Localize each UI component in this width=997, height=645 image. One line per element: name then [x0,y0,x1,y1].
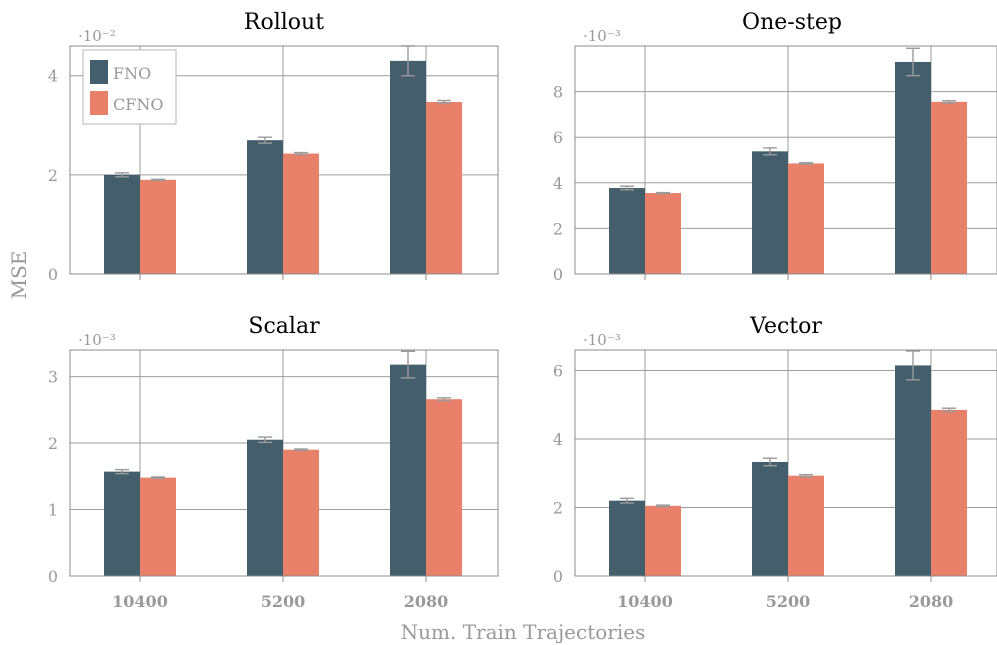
bar-cfno [788,475,824,576]
scale-label: ·10⁻³ [583,331,621,349]
error-bar [115,468,129,475]
y-axis-label: MSE [7,251,31,300]
bar-cfno [283,449,319,576]
bar-cfno [426,102,462,274]
x-tick-label: 2080 [404,592,449,611]
y-tick-label: 1 [48,501,58,520]
plot-frame [574,45,997,275]
error-bar [258,136,272,144]
plot-frame [69,349,499,577]
error-bar [763,147,777,156]
bar-cfno [426,399,462,576]
legend-label: CFNO [113,95,163,114]
plot-frame [574,349,997,577]
bar-fno [390,364,426,576]
error-bar [906,47,920,77]
chart-panels: 0 2 4 Rollout ·10⁻² FNO CFNO 0 2 4 6 8 One-step ·10⁻³… [48,10,997,611]
bar-cfno [931,101,967,274]
bar-fno [895,61,931,275]
bar-cfno [645,505,681,576]
x-tick-label: 2080 [909,592,954,611]
bar-cfno [283,153,319,274]
x-axis-label: Num. Train Trajectories [401,620,646,644]
x-tick-label: 10400 [617,592,673,611]
y-tick-label: 2 [48,166,58,185]
error-bar [763,457,777,467]
scale-label: ·10⁻³ [583,27,621,45]
bar-cfno [140,477,176,576]
chart-title: Rollout [244,10,324,35]
bar-fno [609,500,645,576]
y-tick-label: 0 [553,567,563,586]
error-bar [437,397,451,402]
error-bar [942,100,956,104]
y-tick-label: 6 [553,128,563,147]
chart-panel: 0 2 4 Rollout ·10⁻² FNO CFNO [48,10,499,284]
y-tick-label: 8 [553,83,563,102]
error-bar [620,185,634,191]
plot-frame [69,45,499,275]
y-tick-label: 0 [48,265,58,284]
bar-cfno [645,193,681,274]
error-bar [115,172,129,178]
bar-fno [895,365,931,576]
error-bar [906,350,920,381]
scale-label: ·10⁻² [78,27,116,45]
error-bar [620,497,634,504]
x-tick-label: 5200 [766,592,811,611]
error-bar [151,178,165,182]
y-tick-label: 3 [48,368,58,387]
chart-title: One-step [742,10,842,35]
bar-fno [609,188,645,274]
y-tick-label: 4 [48,67,58,86]
error-bar [151,476,165,479]
bar-fno [752,151,788,274]
legend-swatch-cfno [90,91,108,115]
chart-panel: 0 2 4 6 10400 5200 2080 Vector ·10⁻³ [553,314,997,611]
error-bar [799,473,813,478]
x-tick-label: 5200 [261,592,306,611]
bar-fno [247,140,283,274]
y-tick-label: 0 [553,265,563,284]
legend-label: FNO [113,64,151,83]
bar-fno [752,461,788,576]
y-tick-label: 4 [553,430,563,449]
error-bar [656,191,670,195]
bar-cfno [140,179,176,274]
error-bar [294,151,308,156]
legend-swatch-fno [90,60,108,84]
chart-panel: 0 1 2 3 10400 5200 2080 Scalar ·10⁻³ [48,314,499,611]
error-bar [437,99,451,105]
error-bar [401,350,415,379]
bar-fno [247,439,283,576]
bar-cfno [788,163,824,274]
error-bar [294,448,308,452]
x-tick-label: 10400 [112,592,168,611]
bar-cfno [931,409,967,576]
y-tick-label: 4 [553,174,563,193]
bar-fno [104,174,140,274]
legend: FNO CFNO [82,49,177,125]
error-bar [258,436,272,444]
error-bar [942,407,956,413]
bar-fno [104,471,140,576]
y-tick-label: 2 [553,499,563,518]
y-tick-label: 2 [553,219,563,238]
y-tick-label: 6 [553,362,563,381]
error-bar [656,504,670,508]
error-bar [799,162,813,165]
chart-title: Scalar [248,314,320,339]
scale-label: ·10⁻³ [78,331,116,349]
bar-fno [390,60,426,274]
chart-panel: 0 2 4 6 8 One-step ·10⁻³ [553,10,997,284]
chart-title: Vector [749,314,822,339]
y-tick-label: 2 [48,434,58,453]
y-tick-label: 0 [48,567,58,586]
